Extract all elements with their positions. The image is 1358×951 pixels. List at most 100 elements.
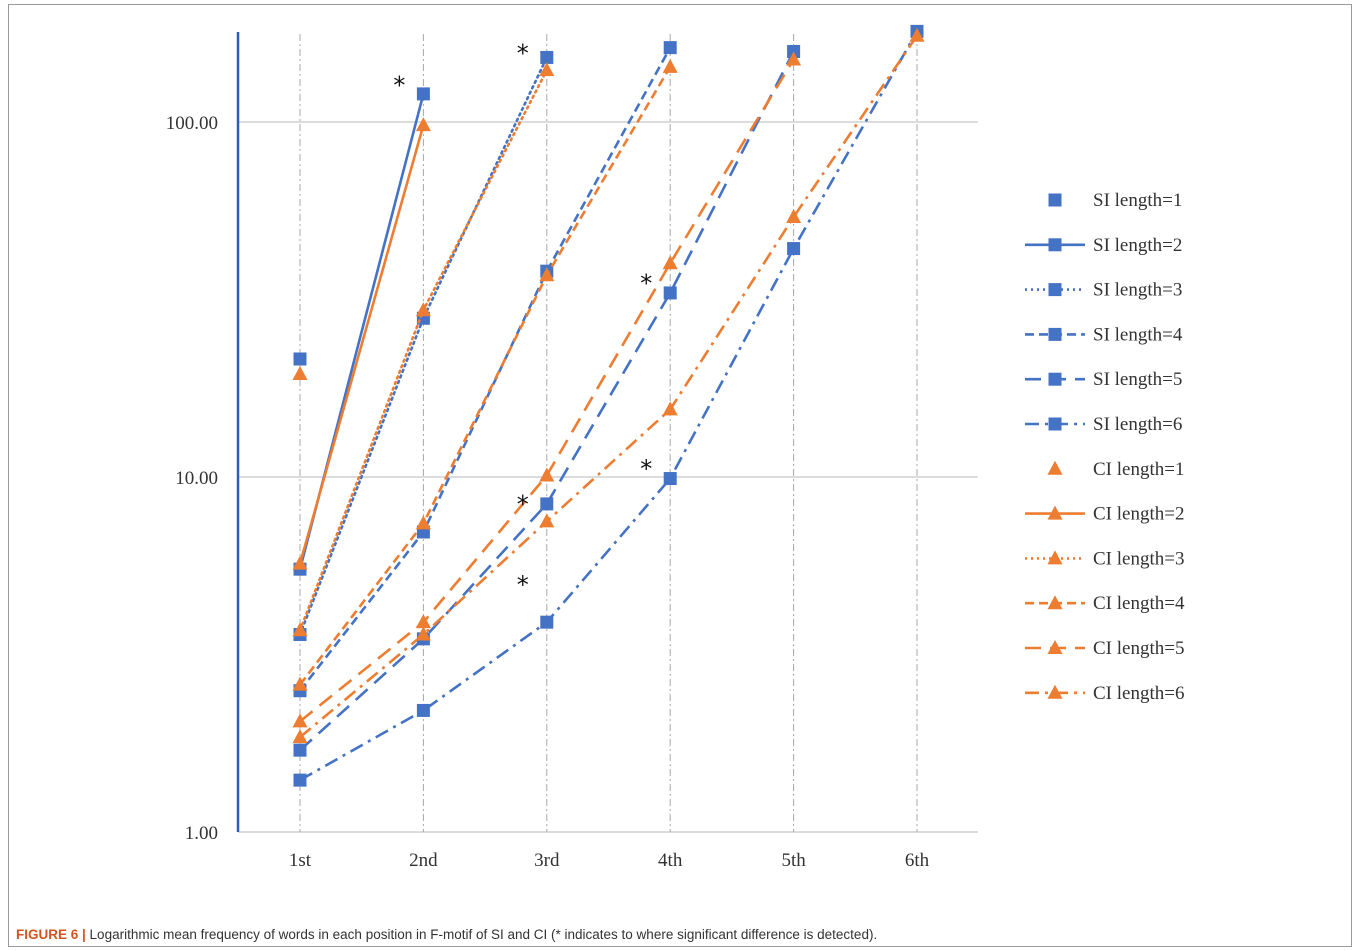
data-point-2nd xyxy=(415,614,431,629)
series-si-length-1 xyxy=(293,352,307,366)
legend-marker xyxy=(1048,193,1062,207)
legend-item-7: CI length=2 xyxy=(1025,504,1184,525)
legend: SI length=1 SI length=2 SI length=3 SI leng… xyxy=(1025,190,1185,704)
series-ci-length-1 xyxy=(292,366,308,381)
y-tick-label-2: 100.00 xyxy=(166,113,218,134)
legend-marker xyxy=(1048,283,1062,297)
data-point-3rd xyxy=(539,62,555,77)
data-point-3rd xyxy=(539,513,555,528)
legend-label: SI length=1 xyxy=(1093,190,1182,211)
legend-label: SI length=6 xyxy=(1093,414,1182,435)
legend-item-4: SI length=5 xyxy=(1025,369,1182,390)
legend-label: SI length=2 xyxy=(1093,235,1182,256)
significance-marker-1: * xyxy=(517,40,529,68)
series-line xyxy=(298,124,425,565)
legend-marker xyxy=(1047,505,1063,520)
data-point-1st xyxy=(292,622,308,637)
data-point-1st xyxy=(292,713,308,728)
data-point-1st xyxy=(292,366,308,381)
legend-marker xyxy=(1047,684,1063,699)
legend-marker xyxy=(1048,238,1062,252)
legend-item-3: SI length=4 xyxy=(1025,324,1183,345)
data-point-2nd xyxy=(416,87,430,101)
legend-item-6: CI length=1 xyxy=(1047,459,1184,480)
caption-label: FIGURE 6 | xyxy=(16,927,86,942)
y-tick-label-0: 1.00 xyxy=(185,823,218,844)
legend-item-1: SI length=2 xyxy=(1025,235,1182,256)
data-point-4th xyxy=(662,401,678,416)
data-point-3rd xyxy=(540,615,554,629)
series-ci-length-3 xyxy=(292,62,555,637)
x-tick-label-3rd: 3rd xyxy=(534,850,560,871)
axes: 1.00 10.00 100.00 1st 2nd 3rd 4th 5th 6th xyxy=(166,32,930,871)
data-point-4th xyxy=(663,472,677,486)
legend-item-5: SI length=6 xyxy=(1025,414,1182,435)
data-point-2nd xyxy=(415,626,431,641)
caption-text: Logarithmic mean frequency of words in e… xyxy=(85,927,878,942)
gridlines xyxy=(238,34,978,833)
data-point-1st xyxy=(293,352,307,366)
significance-marker-4: * xyxy=(517,490,529,518)
significance-marker-5: * xyxy=(517,571,529,599)
significance-marker-0: * xyxy=(393,72,405,100)
x-tick-label-2nd: 2nd xyxy=(409,850,438,871)
series-si-length-2 xyxy=(293,87,430,576)
x-tick-label-1st: 1st xyxy=(289,850,312,871)
data-point-4th xyxy=(662,255,678,270)
legend-item-2: SI length=3 xyxy=(1025,280,1182,301)
data-point-5th xyxy=(786,209,802,224)
data-point-2nd xyxy=(415,302,431,317)
series-line xyxy=(298,46,672,692)
significance-marker-2: * xyxy=(640,270,652,298)
series-line xyxy=(298,66,672,686)
series-ci-length-2 xyxy=(292,117,431,570)
x-tick-label-5th: 5th xyxy=(781,850,806,871)
data-point-2nd xyxy=(416,703,430,717)
series-line xyxy=(299,30,919,782)
figure-frame xyxy=(8,4,1352,947)
data-point-5th xyxy=(787,242,801,256)
data-point-1st xyxy=(292,555,308,570)
legend-label: SI length=3 xyxy=(1093,280,1182,301)
figure-caption: FIGURE 6 | Logarithmic mean frequency of… xyxy=(16,927,1346,943)
series-si-length-6 xyxy=(293,24,924,787)
legend-marker xyxy=(1047,460,1063,475)
y-tick-label-1: 10.00 xyxy=(175,468,218,489)
x-tick-label-6th: 6th xyxy=(905,850,930,871)
legend-marker xyxy=(1047,640,1063,654)
data-point-2nd xyxy=(415,515,431,530)
annotations: * * * * * * xyxy=(393,40,652,599)
legend-label: CI length=3 xyxy=(1093,548,1184,569)
legend-label: SI length=5 xyxy=(1093,369,1182,390)
legend-label: CI length=1 xyxy=(1093,459,1184,480)
legend-item-0: SI length=1 xyxy=(1048,190,1182,211)
legend-label: CI length=2 xyxy=(1093,504,1184,525)
significance-marker-3: * xyxy=(640,455,652,483)
legend-label: CI length=4 xyxy=(1093,593,1185,614)
legend-label: CI length=5 xyxy=(1093,638,1184,659)
data-point-1st xyxy=(293,773,307,787)
legend-item-9: CI length=4 xyxy=(1025,593,1185,614)
series-ci-length-4 xyxy=(292,58,678,691)
x-tick-label-4th: 4th xyxy=(658,850,683,871)
series-ci-length-5 xyxy=(292,51,802,728)
data-point-5th xyxy=(787,44,801,58)
data-point-1st xyxy=(292,729,308,744)
legend-label: CI length=6 xyxy=(1093,683,1184,704)
legend-label: SI length=4 xyxy=(1093,324,1183,345)
legend-marker xyxy=(1048,372,1062,386)
data-point-1st xyxy=(293,743,307,757)
data-point-2nd xyxy=(415,117,431,132)
legend-marker xyxy=(1047,550,1063,565)
data-point-1st xyxy=(292,676,308,691)
legend-item-8: CI length=3 xyxy=(1025,548,1184,569)
legend-marker xyxy=(1047,595,1063,610)
data-point-3rd xyxy=(539,267,555,282)
data-point-3rd xyxy=(540,497,554,511)
data-point-5th xyxy=(786,51,802,66)
data-point-3rd xyxy=(539,467,555,482)
legend-marker xyxy=(1048,327,1062,341)
data-point-4th xyxy=(663,41,677,55)
legend-item-11: CI length=6 xyxy=(1025,683,1184,704)
